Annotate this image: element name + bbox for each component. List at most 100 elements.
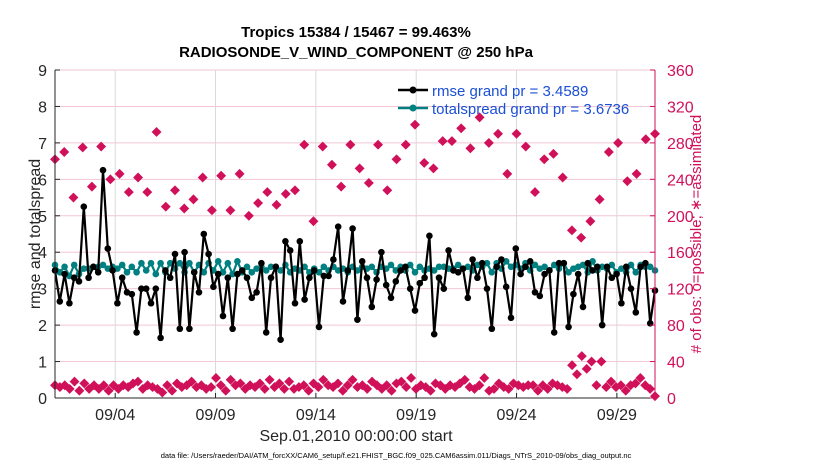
rmse-point [162, 267, 169, 274]
series-layer [51, 166, 659, 343]
obs-possible-marker [326, 159, 337, 170]
obs-assimilated-marker [606, 376, 617, 387]
obs-assimilated-marker [396, 376, 407, 387]
totalspread-point [234, 258, 241, 265]
data-file-footnote: data file: /Users/raeder/DAI/ATM_forcXX/… [161, 451, 632, 460]
totalspread-point [128, 263, 136, 271]
grid [55, 69, 655, 398]
rmse-point [608, 274, 616, 282]
totalspread-point [142, 267, 150, 274]
rmse-point [224, 274, 232, 282]
rmse-point [397, 267, 404, 274]
obs-possible-marker [539, 154, 550, 165]
rmse-point [642, 259, 649, 267]
totalspread-point [224, 259, 232, 267]
obs-possible-marker [437, 136, 448, 147]
rmse-point [210, 283, 217, 291]
y-tick-label: 5 [38, 209, 47, 226]
y-tick-label: 0 [38, 391, 47, 408]
obs-assimilated-marker [596, 356, 607, 367]
obs-assimilated-marker [362, 383, 373, 394]
rmse-point [339, 298, 347, 305]
totalspread-point [368, 263, 376, 271]
obs-assimilated-marker [386, 385, 397, 396]
rmse-point [195, 289, 203, 296]
y-right-tick-label: 0 [667, 391, 676, 408]
rmse-point [488, 325, 496, 333]
x-tick-label: 09/14 [296, 407, 336, 424]
rmse-point [392, 278, 400, 285]
rmse-point [632, 309, 640, 316]
obs-assimilated-marker [337, 385, 348, 396]
obs-possible-marker [603, 147, 614, 157]
obs-possible-marker [483, 137, 494, 148]
rmse-point [56, 298, 64, 305]
obs-possible-marker [77, 142, 88, 153]
y-tick-label: 3 [38, 282, 47, 299]
rmse-point [426, 232, 433, 240]
rmse-point [541, 270, 548, 278]
rmse-point [99, 166, 107, 174]
y-tick-label: 6 [38, 172, 47, 189]
totalspread-point [133, 268, 140, 276]
rmse-point [522, 263, 529, 271]
rmse-point [464, 294, 472, 302]
totalspread-point [152, 270, 160, 278]
obs-assimilated-marker [601, 382, 612, 393]
obs-assimilated-marker [401, 382, 412, 393]
rmse-point [334, 223, 342, 231]
obs-possible-marker [308, 216, 319, 227]
rmse-point [253, 289, 260, 296]
obs-assimilated-marker [615, 380, 626, 391]
rmse-point [584, 259, 592, 267]
obs-possible-marker [520, 141, 531, 152]
rmse-point [315, 323, 323, 331]
legend-totalspread-marker [409, 104, 417, 112]
totalspread-point [214, 258, 222, 265]
obs-assimilated-marker [215, 380, 226, 391]
rmse-point [387, 294, 395, 302]
rmse-point [75, 278, 83, 285]
rmse-point [493, 263, 500, 271]
obs-possible-marker [96, 141, 107, 152]
obs-assimilated-marker [167, 385, 178, 396]
rmse-point [66, 299, 73, 307]
totalspread-point [243, 263, 251, 271]
rmse-point [114, 299, 121, 307]
rmse-point [171, 250, 179, 258]
rmse-point [565, 323, 572, 331]
rmse-point [603, 263, 611, 271]
totalspread-point [565, 268, 572, 276]
x-tick-label: 09/09 [196, 407, 236, 424]
y-right-tick-label: 120 [667, 282, 694, 299]
obs-possible-marker [502, 168, 513, 179]
rmse-point [186, 325, 193, 333]
x-tick-label: 09/29 [597, 407, 637, 424]
rmse-point [310, 267, 318, 274]
obs-possible-marker [613, 137, 624, 148]
totalspread-point [387, 261, 395, 269]
obs-assimilated-marker [264, 374, 275, 385]
obs-possible-marker [243, 210, 254, 221]
rmse-point [363, 274, 371, 282]
totalspread-point [411, 268, 419, 276]
obs-assimilated-marker [581, 363, 592, 374]
obs-assimilated-marker [459, 374, 470, 385]
obs-assimilated-marker [562, 383, 573, 394]
obs-possible-marker [114, 168, 125, 179]
obs-assimilated-marker [318, 374, 329, 385]
rmse-point [272, 263, 280, 271]
obs-assimilated-marker [532, 385, 543, 396]
rmse-point [354, 316, 361, 323]
rmse-point [128, 290, 136, 298]
rmse-point [478, 259, 486, 267]
obs-assimilated-marker [132, 376, 143, 387]
rmse-point [507, 314, 515, 322]
rmse-point [589, 267, 596, 274]
y-right-tick-label: 80 [667, 318, 685, 335]
y-tick-label: 2 [38, 318, 47, 335]
totalspread-point [632, 268, 640, 276]
obs-assimilated-marker [474, 380, 485, 391]
obs-possible-marker [400, 139, 411, 150]
obs-assimilated-marker [74, 385, 85, 396]
